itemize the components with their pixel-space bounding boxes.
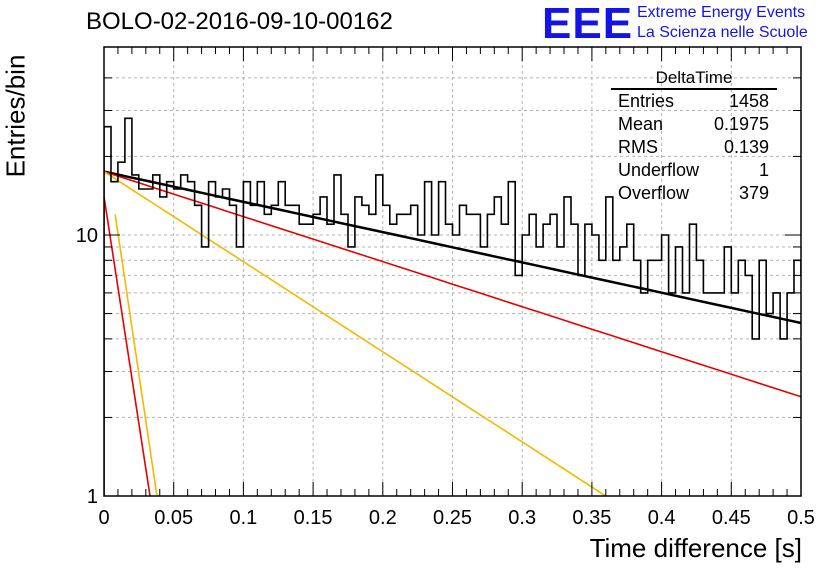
x-tick-label: 0 xyxy=(98,507,109,529)
plot-title: BOLO-02-2016-09-10-00162 xyxy=(86,8,393,35)
fit-curve-slow xyxy=(103,170,802,398)
y-tick-label: 1 xyxy=(87,486,98,508)
x-tick-label: 0.45 xyxy=(712,507,751,529)
x-tick-label: 0.5 xyxy=(787,507,815,529)
stats-label: Overflow xyxy=(618,183,690,203)
stats-label: Entries xyxy=(618,91,675,111)
stats-row-overflow: Overflow 379 xyxy=(611,183,777,206)
x-tick-label: 0.1 xyxy=(229,507,257,529)
axis-ticks: 0 0.05 0.1 0.15 0.2 0.25 0.3 0.35 0.4 0.45 0.5 1 10 xyxy=(76,47,815,529)
logo-subtitle-line2: La Scienza nelle Scuole xyxy=(637,24,808,41)
stats-title: DeltaTime xyxy=(611,68,777,90)
stats-value: 1458 xyxy=(728,91,769,111)
stats-box: DeltaTime Entries 1458 Mean 0.1975 RMS 0… xyxy=(611,68,777,206)
histogram xyxy=(104,117,801,496)
eee-logo: EEE xyxy=(542,0,634,48)
stats-label: Underflow xyxy=(618,160,700,180)
stats-row-entries: Entries 1458 xyxy=(611,91,777,114)
stats-label: RMS xyxy=(618,137,658,157)
stats-label: Mean xyxy=(618,114,664,134)
fit-curve-fast_red xyxy=(103,196,151,497)
y-axis-label: Entries/bin xyxy=(0,54,31,178)
stats-value: 1 xyxy=(758,160,769,180)
histogram-outline xyxy=(104,117,801,496)
fit-curve-medium xyxy=(103,170,607,497)
stats-value: 0.139 xyxy=(723,137,769,157)
x-tick-label: 0.05 xyxy=(154,507,193,529)
x-axis-label: Time difference [s] xyxy=(589,533,802,563)
x-tick-label: 0.4 xyxy=(648,507,676,529)
stats-row-mean: Mean 0.1975 xyxy=(611,114,777,137)
stats-value: 379 xyxy=(738,183,769,203)
logo-subtitle-line1: Extreme Energy Events xyxy=(637,4,806,21)
stats-row-underflow: Underflow 1 xyxy=(611,160,777,183)
x-tick-label: 0.3 xyxy=(508,507,536,529)
x-tick-label: 0.35 xyxy=(572,507,611,529)
fit-curve-fast_yellow xyxy=(114,214,158,497)
x-tick-label: 0.15 xyxy=(294,507,333,529)
y-tick-label: 10 xyxy=(76,225,98,247)
x-tick-label: 0.25 xyxy=(433,507,472,529)
stats-title-text: DeltaTime xyxy=(611,68,777,90)
stats-value: 0.1975 xyxy=(713,114,769,134)
stats-row-rms: RMS 0.139 xyxy=(611,137,777,160)
x-tick-label: 0.2 xyxy=(369,507,397,529)
